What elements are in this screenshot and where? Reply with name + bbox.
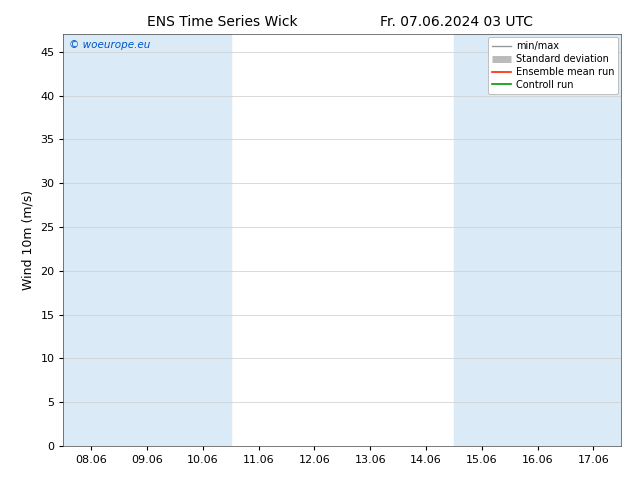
Y-axis label: Wind 10m (m/s): Wind 10m (m/s) (22, 190, 35, 290)
Bar (119, 34, 175, 446)
Text: Fr. 07.06.2024 03 UTC: Fr. 07.06.2024 03 UTC (380, 15, 533, 29)
Bar (63, 34, 119, 446)
Bar (175, 34, 231, 446)
Bar (454, 34, 510, 446)
Bar (566, 34, 621, 446)
Text: ENS Time Series Wick: ENS Time Series Wick (146, 15, 297, 29)
Text: © woeurope.eu: © woeurope.eu (69, 41, 150, 50)
Legend: min/max, Standard deviation, Ensemble mean run, Controll run: min/max, Standard deviation, Ensemble me… (488, 37, 618, 94)
Bar (510, 34, 566, 446)
